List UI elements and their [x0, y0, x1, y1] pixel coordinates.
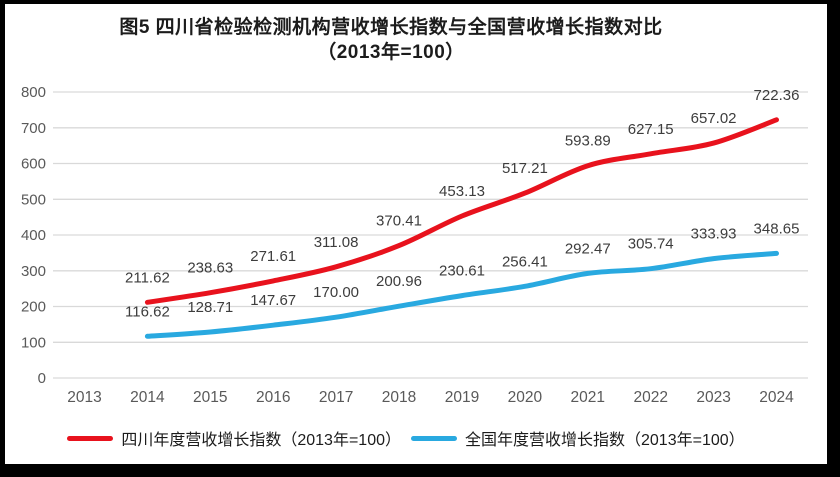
national-line-swatch-icon: [411, 435, 457, 441]
data-point-label: 311.08: [314, 234, 359, 251]
data-point-label: 627.15: [628, 121, 674, 138]
chart-title-line2: （2013年=100）: [317, 42, 465, 63]
x-tick-label: 2019: [445, 389, 479, 406]
data-point-label: 271.61: [250, 248, 296, 265]
data-point-label: 453.13: [439, 183, 485, 200]
y-tick-label: 500: [21, 191, 46, 208]
data-point-label: 256.41: [502, 253, 548, 270]
data-point-label: 170.00: [313, 284, 359, 301]
legend-item-national: 全国年度营收增长指数（2013年=100）: [411, 426, 745, 450]
y-tick-label: 800: [21, 84, 46, 101]
y-tick-label: 200: [21, 299, 46, 316]
data-point-label: 593.89: [565, 133, 611, 150]
x-tick-label: 2014: [130, 389, 165, 406]
data-point-label: 370.41: [376, 213, 422, 230]
x-tick-label: 2021: [571, 389, 605, 406]
x-tick-label: 2013: [67, 389, 101, 406]
legend: 四川年度营收增长指数（2013年=100） 全国年度营收增长指数（2013年=1…: [0, 427, 812, 449]
x-tick-label: 2024: [759, 389, 794, 406]
data-point-label: 238.63: [187, 260, 233, 277]
sichuan-series-line: [144, 117, 779, 305]
frame-border-top: [0, 0, 840, 4]
data-point-label: 333.93: [691, 226, 737, 243]
data-point-label: 128.71: [187, 299, 233, 316]
frame-border-bottom: [0, 464, 840, 477]
data-point-label: 200.96: [376, 273, 422, 290]
data-point-label: 292.47: [565, 240, 611, 257]
x-tick-label: 2016: [256, 389, 290, 406]
y-tick-label: 400: [21, 227, 46, 244]
chart-title: 图5 四川省检验检测机构营收增长指数与全国营收增长指数对比 （2013年=100…: [0, 15, 782, 65]
data-point-label: 657.02: [691, 110, 737, 127]
legend-label-national: 全国年度营收增长指数（2013年=100）: [465, 432, 745, 449]
data-point-label: 116.62: [125, 303, 170, 320]
x-tick-label: 2017: [319, 389, 353, 406]
data-point-label: 147.67: [250, 292, 296, 309]
chart-title-line1: 图5 四川省检验检测机构营收增长指数与全国营收增长指数对比: [119, 17, 663, 38]
national-series-line: [144, 250, 779, 339]
x-tick-label: 2022: [633, 389, 667, 406]
legend-item-sichuan: 四川年度营收增长指数（2013年=100）: [67, 426, 401, 450]
y-tick-label: 700: [21, 120, 46, 137]
data-point-label: 230.61: [439, 263, 485, 280]
x-tick-label: 2023: [696, 389, 730, 406]
data-point-label: 211.62: [125, 269, 170, 286]
x-tick-label: 2015: [193, 389, 227, 406]
sichuan-line-swatch-icon: [67, 435, 114, 441]
frame-border-left: [0, 0, 5, 477]
data-point-label: 722.36: [754, 87, 800, 104]
frame-border-right: [827, 0, 840, 477]
y-tick-label: 600: [21, 156, 46, 173]
data-point-label: 517.21: [502, 160, 548, 177]
data-point-label: 348.65: [754, 220, 800, 237]
legend-label-sichuan: 四川年度营收增长指数（2013年=100）: [121, 432, 401, 449]
y-tick-label: 300: [21, 263, 46, 280]
data-point-label: 305.74: [628, 236, 674, 253]
y-tick-label: 0: [38, 370, 46, 387]
x-tick-label: 2020: [508, 389, 543, 406]
y-tick-label: 100: [21, 334, 46, 351]
x-tick-label: 2018: [382, 389, 416, 406]
